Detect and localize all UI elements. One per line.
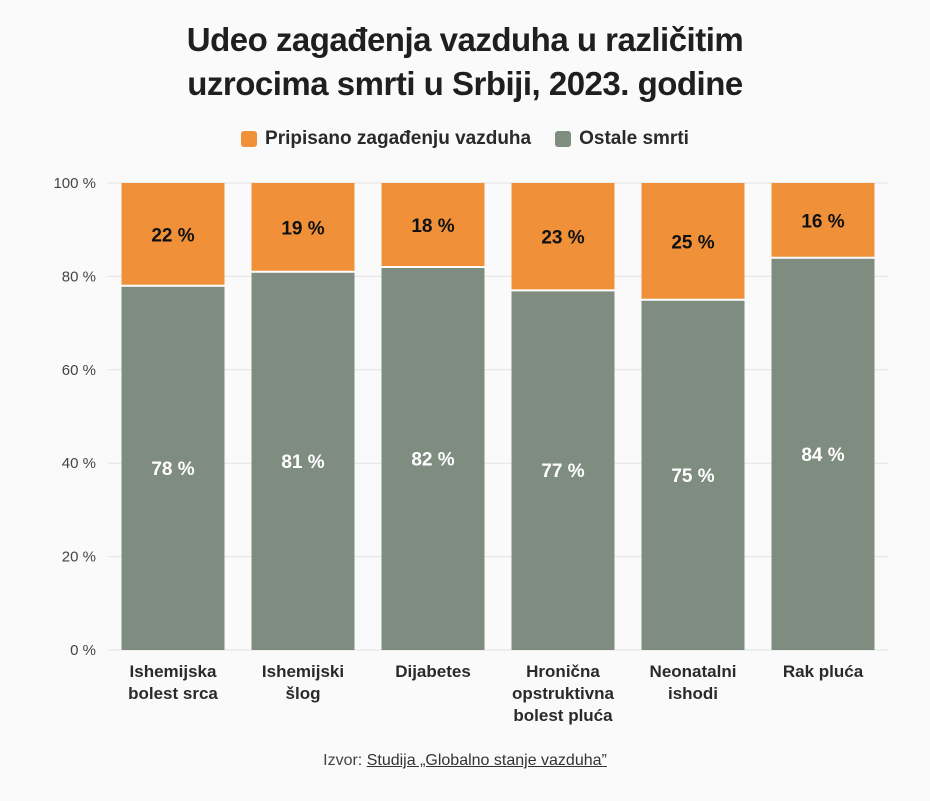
y-tick-label: 20 % — [62, 549, 96, 566]
y-tick-label: 100 % — [53, 175, 96, 192]
data-label: 19 % — [281, 218, 324, 239]
bar-segment-air-pollution — [771, 183, 875, 258]
data-label: 75 % — [671, 466, 714, 487]
bar-segment-air-pollution — [641, 183, 745, 300]
chart-title-line-2: uzrocima smrti u Srbiji, 2023. godine — [187, 65, 743, 102]
x-tick-label: opstruktivna — [512, 684, 615, 703]
chart-title: Udeo zagađenja vazduha u različitim uzro… — [0, 18, 930, 106]
y-tick-label: 80 % — [62, 268, 96, 285]
source-link[interactable]: Studija „Globalno stanje vazduha” — [366, 752, 607, 769]
x-tick-label: Neonatalni — [650, 662, 737, 681]
data-label: 77 % — [541, 461, 584, 482]
data-label: 25 % — [671, 232, 714, 253]
x-tick-label: Ishemijska — [130, 662, 217, 681]
data-label: 22 % — [151, 225, 194, 246]
bar-segment-other — [641, 299, 745, 650]
chart-title-line-1: Udeo zagađenja vazduha u različitim — [186, 21, 744, 58]
legend-label-other-deaths: Ostale smrti — [579, 128, 689, 149]
x-tick-label: Ishemijski — [262, 662, 344, 681]
data-label: 84 % — [801, 445, 844, 466]
x-tick-label: Hronična — [526, 662, 600, 681]
bar-segment-other — [511, 290, 615, 650]
data-label: 16 % — [801, 211, 844, 232]
bar-segment-other — [251, 271, 355, 650]
bar-segment-air-pollution — [381, 183, 485, 268]
legend-label-air-pollution: Pripisano zagađenju vazduha — [265, 128, 532, 149]
x-tick-label: bolest pluća — [513, 706, 613, 725]
legend-swatch-other-deaths — [555, 131, 572, 147]
data-label: 81 % — [281, 452, 324, 473]
legend: Pripisano zagađenju vazduha Ostale smrti — [0, 128, 930, 150]
x-tick-label: šlog — [286, 684, 321, 703]
bar-segment-air-pollution — [251, 183, 355, 272]
source-prefix: Izvor: — [323, 752, 363, 769]
y-tick-label: 60 % — [62, 362, 96, 379]
source-note: Izvor: Studija „Globalno stanje vazduha” — [0, 752, 930, 770]
data-label: 82 % — [411, 450, 454, 471]
bar-segment-other — [121, 285, 225, 650]
data-label: 18 % — [411, 216, 454, 237]
data-label: 23 % — [541, 228, 584, 249]
x-tick-label: Rak pluća — [783, 662, 864, 681]
x-tick-label: Dijabetes — [395, 662, 471, 681]
legend-item-air-pollution: Pripisano zagađenju vazduha — [241, 128, 531, 150]
x-tick-label: ishodi — [668, 684, 718, 703]
bar-segment-other — [381, 267, 485, 650]
x-tick-label: bolest srca — [128, 684, 218, 703]
legend-swatch-air-pollution — [241, 131, 258, 147]
legend-item-other-deaths: Ostale smrti — [555, 128, 689, 150]
data-label: 78 % — [151, 459, 194, 480]
bar-segment-air-pollution — [121, 183, 225, 286]
bar-segment-air-pollution — [511, 183, 615, 291]
y-tick-label: 40 % — [62, 455, 96, 472]
y-tick-label: 0 % — [70, 642, 96, 659]
bar-segment-other — [771, 257, 875, 650]
